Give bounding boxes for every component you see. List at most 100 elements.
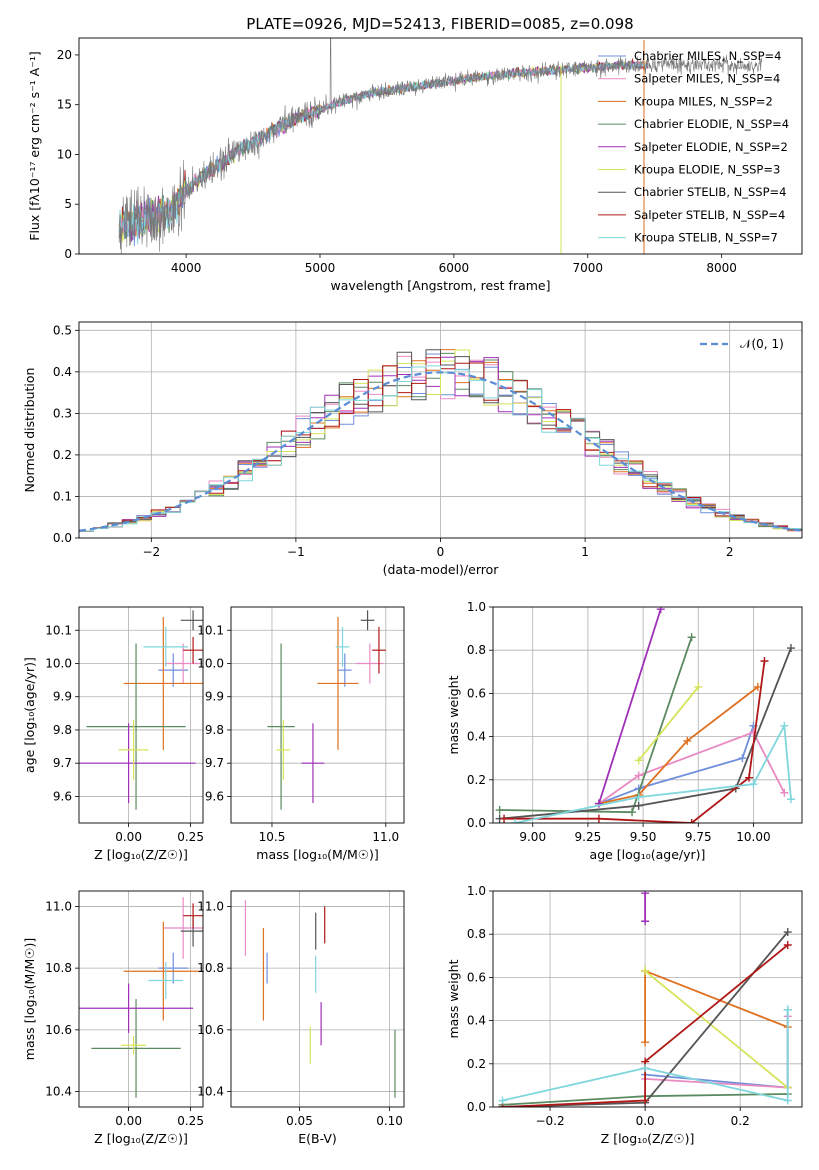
x-axis-label: Z [log₁₀(Z/Z☉)] [601,1131,695,1146]
x-tick-label: 0.2 [731,1114,750,1128]
weight-marker [749,728,758,737]
y-tick-label: 0.1 [53,489,72,503]
errorbar-point-3 [267,643,295,810]
y-axis-label: Normed distribution [22,368,37,493]
y-tick-label: 10.0 [197,656,224,670]
y-tick-label: 1.0 [467,884,486,898]
axes-frame [78,890,204,1108]
errorbar-point-7 [372,626,386,674]
y-tick-label: 10.4 [197,1085,224,1099]
errorbar-point-6 [180,610,203,631]
y-tick-label: 9.9 [53,690,72,704]
y-tick-label: 0 [64,247,72,261]
errorbar-point-7 [183,903,203,929]
x-axis-label: Z [log₁₀(Z/Z☉)] [94,847,188,862]
weight-line-3 [499,636,693,814]
legend-label-5: Kroupa ELODIE, N_SSP=3 [634,163,780,177]
y-tick-label: 9.7 [53,756,72,770]
x-tick-label: 9.25 [575,830,602,844]
y-tick-label: 0.2 [53,448,72,462]
weight-line-5 [638,686,699,761]
weight-marker [641,966,650,975]
weight-marker [749,780,758,789]
weight-marker [656,607,665,614]
y-tick-label: 0.6 [467,970,486,984]
x-tick-label: 0.25 [177,1114,204,1128]
model-spectrum-7 [118,57,649,239]
y-axis-label: age [log₁₀(age/yr)] [22,657,37,773]
errorbar-point-8 [335,626,350,667]
y-axis-label: mass weight [446,959,461,1038]
plot-area-weight-vs-age [493,607,802,823]
weight-marker [634,801,643,810]
y-tick-label: 0.8 [467,927,486,941]
weight-line-5 [644,970,789,1089]
y-tick-label: 0.4 [467,730,486,744]
weight-marker [634,771,643,780]
axes-frame [78,606,204,824]
y-tick-label: 10.1 [197,623,224,637]
y-tick-label: 0.6 [467,686,486,700]
errorbar-point-3 [91,999,181,1098]
x-tick-label: 10.5 [259,830,286,844]
weight-line-0 [598,725,755,805]
errorbar-point-7 [183,636,203,664]
axes-frame [230,890,405,1108]
x-tick-label: 0.25 [177,830,204,844]
y-tick-label: 10.6 [45,1023,72,1037]
legend-label-6: Chabrier STELIB, N_SSP=4 [634,185,786,199]
panel-age-vs-mass: 10.5 11.0 9.6 9.7 9.8 9.9 10.0 10.1 mass [log₁₀(… [197,606,405,862]
y-tick-label: 10.6 [197,1023,224,1037]
reference-legend-label: 𝒩(0, 1) [740,337,784,351]
panel-weight-vs-age: 9.00 9.25 9.50 9.75 10.00 0.0 0.2 0.4 0.6 0.8 1.0 a… [446,600,803,862]
errorbar-point-5 [121,1036,146,1055]
plot-area-mass-vs-Z [79,891,203,1107]
legend-label-1: Salpeter MILES, N_SSP=4 [634,72,780,86]
y-tick-label: 10.0 [45,656,72,670]
figure-title: PLATE=0926, MJD=52413, FIBERID=0085, z=0… [246,15,633,33]
plot-area-spectrum [118,38,763,254]
axes-frame [492,606,803,824]
y-tick-label: 9.8 [205,723,224,737]
weight-line-2 [598,686,759,805]
y-tick-label: 0.2 [467,1057,486,1071]
x-tick-label: 0.10 [376,1114,403,1128]
x-tick-label: 1 [581,545,589,559]
x-tick-label: 0.00 [115,1114,142,1128]
weight-marker [634,756,643,765]
plot-area-mass-vs-ebv [231,891,404,1107]
weight-marker [641,917,650,926]
x-tick-label: 6000 [439,261,470,275]
x-tick-label: 9.75 [685,830,712,844]
legend-label-2: Kroupa MILES, N_SSP=2 [634,94,773,108]
y-axis-label: mass weight [446,675,461,754]
errorbar-point-2 [123,921,203,1021]
plot-area-age-vs-mass [231,607,404,823]
axes-frame [230,606,405,824]
plot-area-residuals [79,322,802,538]
panel-weight-vs-Z: −0.2 0.0 0.2 0.0 0.2 0.4 0.6 0.8 1.0 Z [log₁₀(Z/Z… [446,884,803,1146]
y-tick-label: 5 [64,197,72,211]
weight-marker [500,814,509,823]
x-axis-label: mass [log₁₀(M/M☉)] [256,847,378,862]
weight-marker [687,633,696,642]
weight-marker [683,736,692,745]
y-tick-label: 0.4 [467,1014,486,1028]
weight-marker [495,806,504,815]
panel-mass-vs-Z: 0.00 0.25 10.4 10.6 10.8 11.0 Z [log₁₀(Z/Z☉)] m… [22,890,204,1146]
x-axis-label: age [log₁₀(age/yr)] [590,847,706,862]
y-tick-label: 9.6 [53,789,72,803]
errorbar-point-5 [276,719,291,780]
axes-frame [492,890,803,1108]
x-tick-label: −1 [287,545,305,559]
errorbar-point-1 [165,643,201,684]
x-tick-label: 7000 [573,261,604,275]
legend-label-0: Chabrier MILES, N_SSP=4 [634,49,781,63]
y-tick-label: 20 [57,48,72,62]
x-axis-label: E(B-V) [298,1131,337,1146]
x-tick-label: −0.2 [535,1114,564,1128]
weight-marker [783,1096,792,1105]
weight-marker [628,808,637,817]
y-tick-label: 10.4 [45,1085,72,1099]
y-tick-label: 0.3 [53,406,72,420]
